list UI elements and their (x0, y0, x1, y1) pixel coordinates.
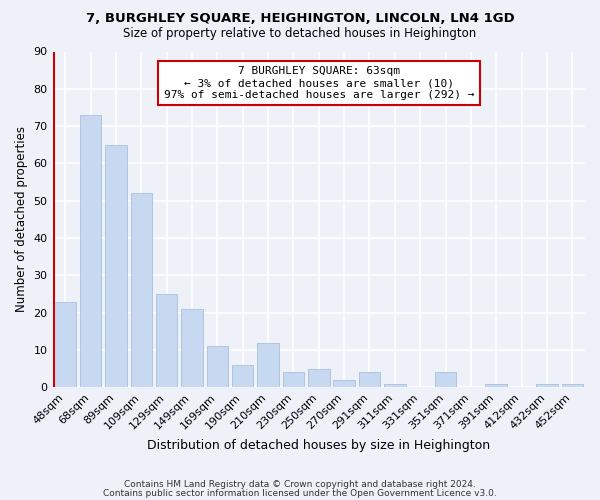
Bar (485, 384, 507, 388)
Text: Contains public sector information licensed under the Open Government Licence v3: Contains public sector information licen… (103, 488, 497, 498)
Bar (105, 145, 127, 388)
X-axis label: Distribution of detached houses by size in Heighington: Distribution of detached houses by size … (147, 440, 490, 452)
Text: Size of property relative to detached houses in Heighington: Size of property relative to detached ho… (124, 28, 476, 40)
Bar (536, 384, 558, 388)
Bar (131, 194, 152, 388)
Bar (359, 372, 380, 388)
Bar (334, 380, 355, 388)
Bar (562, 384, 583, 388)
Text: 7, BURGHLEY SQUARE, HEIGHINGTON, LINCOLN, LN4 1GD: 7, BURGHLEY SQUARE, HEIGHINGTON, LINCOLN… (86, 12, 514, 26)
Bar (80, 115, 101, 388)
Text: Contains HM Land Registry data © Crown copyright and database right 2024.: Contains HM Land Registry data © Crown c… (124, 480, 476, 489)
Bar (257, 342, 279, 388)
Bar (232, 365, 253, 388)
Y-axis label: Number of detached properties: Number of detached properties (15, 126, 28, 312)
Bar (55, 302, 76, 388)
Bar (156, 294, 178, 388)
Bar (435, 372, 457, 388)
Bar (206, 346, 228, 388)
Bar (308, 369, 329, 388)
Text: 7 BURGHLEY SQUARE: 63sqm
← 3% of detached houses are smaller (10)
97% of semi-de: 7 BURGHLEY SQUARE: 63sqm ← 3% of detache… (164, 66, 474, 100)
Bar (384, 384, 406, 388)
Bar (181, 309, 203, 388)
Bar (283, 372, 304, 388)
